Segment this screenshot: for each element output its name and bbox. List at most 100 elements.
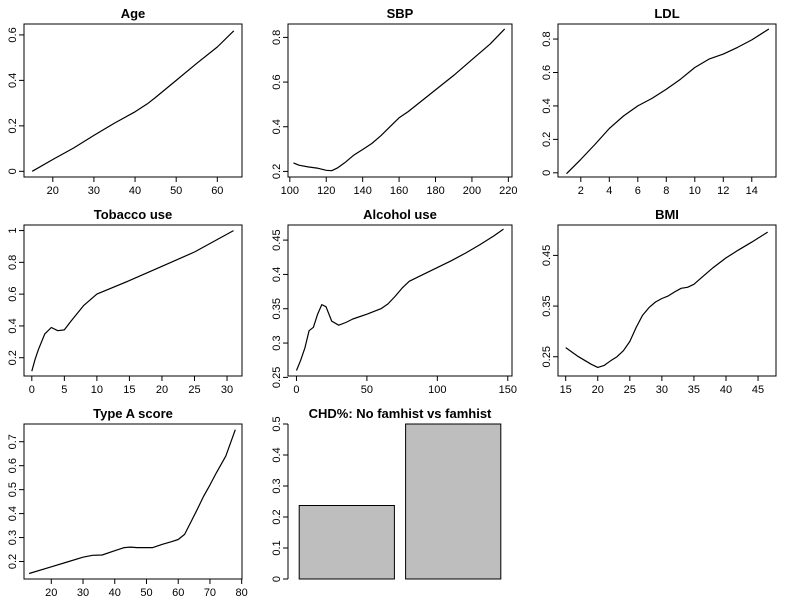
series-line-tobacco: [31, 230, 234, 372]
x-tick-label-sbp: 180: [426, 185, 444, 197]
x-tick-label-bmi: 20: [592, 384, 604, 396]
panel-age: Age 20 30 40 50 60 0 0.2 0.4 0.6: [7, 6, 243, 197]
y-tick-label-chd: 0.3: [271, 478, 283, 493]
y-tick-label-bmi: 0.45: [541, 245, 553, 266]
x-tick-label-tobacco: 30: [221, 384, 233, 396]
series-line-bmi: [565, 231, 769, 368]
plot-frame-alcohol: [287, 224, 513, 377]
x-tick-label-tobacco: 15: [123, 384, 135, 396]
y-tick-label-ldl: 0.2: [541, 132, 553, 147]
y-tick-label-tobacco: 0.4: [7, 318, 19, 333]
x-tick-label-ldl: 10: [689, 185, 701, 197]
y-tick-label-tobacco: 1: [7, 228, 19, 234]
y-tick-label-chd: 0.2: [271, 509, 283, 524]
x-tick-label-ldl: 12: [717, 185, 729, 197]
x-tick-label-alcohol: 50: [361, 384, 373, 396]
plot-frame-ldl: [557, 23, 777, 178]
y-tick-label-alcohol: 0.35: [271, 298, 283, 319]
x-tick-label-typea: 30: [77, 587, 89, 599]
y-tick-label-ldl: 0.4: [541, 98, 553, 113]
plot-frame-tobacco: [23, 224, 243, 377]
panel-sbp: SBP 100 120 140 160 180 200 220 0.2 0.4 0.6 0.8: [271, 6, 518, 197]
x-tick-label-bmi: 40: [720, 384, 732, 396]
y-tick-label-chd: 0.1: [271, 540, 283, 555]
plot-frame-bmi: [557, 224, 777, 377]
y-tick-label-typea: 0.3: [7, 530, 19, 545]
x-tick-label-sbp: 100: [281, 185, 299, 197]
y-tick-label-age: 0.4: [7, 73, 19, 88]
x-tick-label-ldl: 6: [635, 185, 641, 197]
y-tick-label-sbp: 0.8: [271, 30, 283, 45]
panel-title-sbp: SBP: [387, 6, 414, 21]
x-tick-label-tobacco: 20: [156, 384, 168, 396]
y-tick-label-alcohol: 0.25: [271, 367, 283, 388]
plot-frame-sbp: [287, 23, 513, 178]
bar-chd: [405, 423, 502, 580]
x-tick-label-tobacco: 5: [61, 384, 67, 396]
panel-title-age: Age: [121, 6, 146, 21]
y-tick-label-alcohol: 0.3: [271, 335, 283, 350]
y-tick-label-bmi: 0.25: [541, 346, 553, 367]
panel-title-chd: CHD%: No famhist vs famhist: [309, 406, 492, 421]
y-tick-label-sbp: 0.2: [271, 164, 283, 179]
x-tick-label-ldl: 4: [606, 185, 612, 197]
y-tick-label-chd: 0.4: [271, 447, 283, 462]
y-tick-label-typea: 0.7: [7, 434, 19, 449]
x-tick-label-sbp: 200: [463, 185, 481, 197]
y-tick-label-typea: 0.5: [7, 482, 19, 497]
x-tick-label-tobacco: 0: [29, 384, 35, 396]
y-tick-label-age: 0.6: [7, 27, 19, 42]
x-tick-label-age: 40: [129, 185, 141, 197]
x-tick-label-age: 30: [88, 185, 100, 197]
y-tick-label-tobacco: 0.6: [7, 286, 19, 301]
x-tick-label-sbp: 160: [390, 185, 408, 197]
x-tick-label-age: 50: [170, 185, 182, 197]
x-tick-label-typea: 70: [204, 587, 216, 599]
y-tick-label-typea: 0.6: [7, 458, 19, 473]
x-tick-label-typea: 20: [45, 587, 57, 599]
y-tick-label-chd: 0: [271, 576, 283, 582]
x-tick-label-ldl: 14: [746, 185, 758, 197]
series-line-typea: [28, 429, 236, 575]
y-tick-label-age: 0: [7, 168, 19, 174]
plot-frame-age: [23, 23, 243, 178]
y-tick-label-ldl: 0.6: [541, 65, 553, 80]
x-tick-label-alcohol: 150: [499, 384, 517, 396]
series-line-age: [31, 30, 235, 172]
y-tick-label-age: 0.2: [7, 118, 19, 133]
panel-alcohol: Alcohol use 0 50 100 150 0.25 0.3 0.35 0.4 0.45: [271, 207, 517, 396]
x-tick-label-bmi: 35: [688, 384, 700, 396]
x-tick-label-ldl: 2: [578, 185, 584, 197]
x-tick-label-tobacco: 25: [188, 384, 200, 396]
panel-typea: Type A score 20 30 40 50 60 70 80 0.2 0.3 0.4 0.5 0.…: [7, 406, 248, 599]
x-tick-label-sbp: 220: [499, 185, 517, 197]
y-tick-label-bmi: 0.35: [541, 295, 553, 316]
y-tick-label-typea: 0.2: [7, 554, 19, 569]
panel-tobacco: Tobacco use 0 5 10 15 20 25 30 0.2 0.4 0.6 0.8 1: [7, 207, 243, 396]
x-tick-label-bmi: 45: [752, 384, 764, 396]
y-tick-label-chd: 0.5: [271, 416, 283, 431]
x-tick-label-bmi: 30: [656, 384, 668, 396]
x-tick-label-tobacco: 10: [91, 384, 103, 396]
y-tick-label-tobacco: 0.8: [7, 255, 19, 270]
x-tick-label-alcohol: 100: [428, 384, 446, 396]
series-line-sbp: [293, 28, 506, 172]
y-tick-label-tobacco: 0.2: [7, 350, 19, 365]
plot-frame-typea: [23, 423, 243, 580]
panel-chd: CHD%: No famhist vs famhist 0 0.1 0.2 0.3 0.4…: [271, 406, 502, 582]
x-tick-label-age: 20: [47, 185, 59, 197]
x-tick-label-typea: 50: [140, 587, 152, 599]
series-line-alcohol: [295, 228, 504, 371]
x-tick-label-bmi: 25: [624, 384, 636, 396]
panel-title-tobacco: Tobacco use: [94, 207, 173, 222]
y-tick-label-alcohol: 0.4: [271, 267, 283, 282]
panel-title-typea: Type A score: [93, 406, 173, 421]
panel-title-alcohol: Alcohol use: [363, 207, 437, 222]
x-tick-label-sbp: 120: [317, 185, 335, 197]
y-tick-label-sbp: 0.6: [271, 74, 283, 89]
x-tick-label-typea: 80: [236, 587, 248, 599]
x-tick-label-ldl: 8: [663, 185, 669, 197]
x-tick-label-age: 60: [211, 185, 223, 197]
y-tick-label-ldl: 0.8: [541, 31, 553, 46]
